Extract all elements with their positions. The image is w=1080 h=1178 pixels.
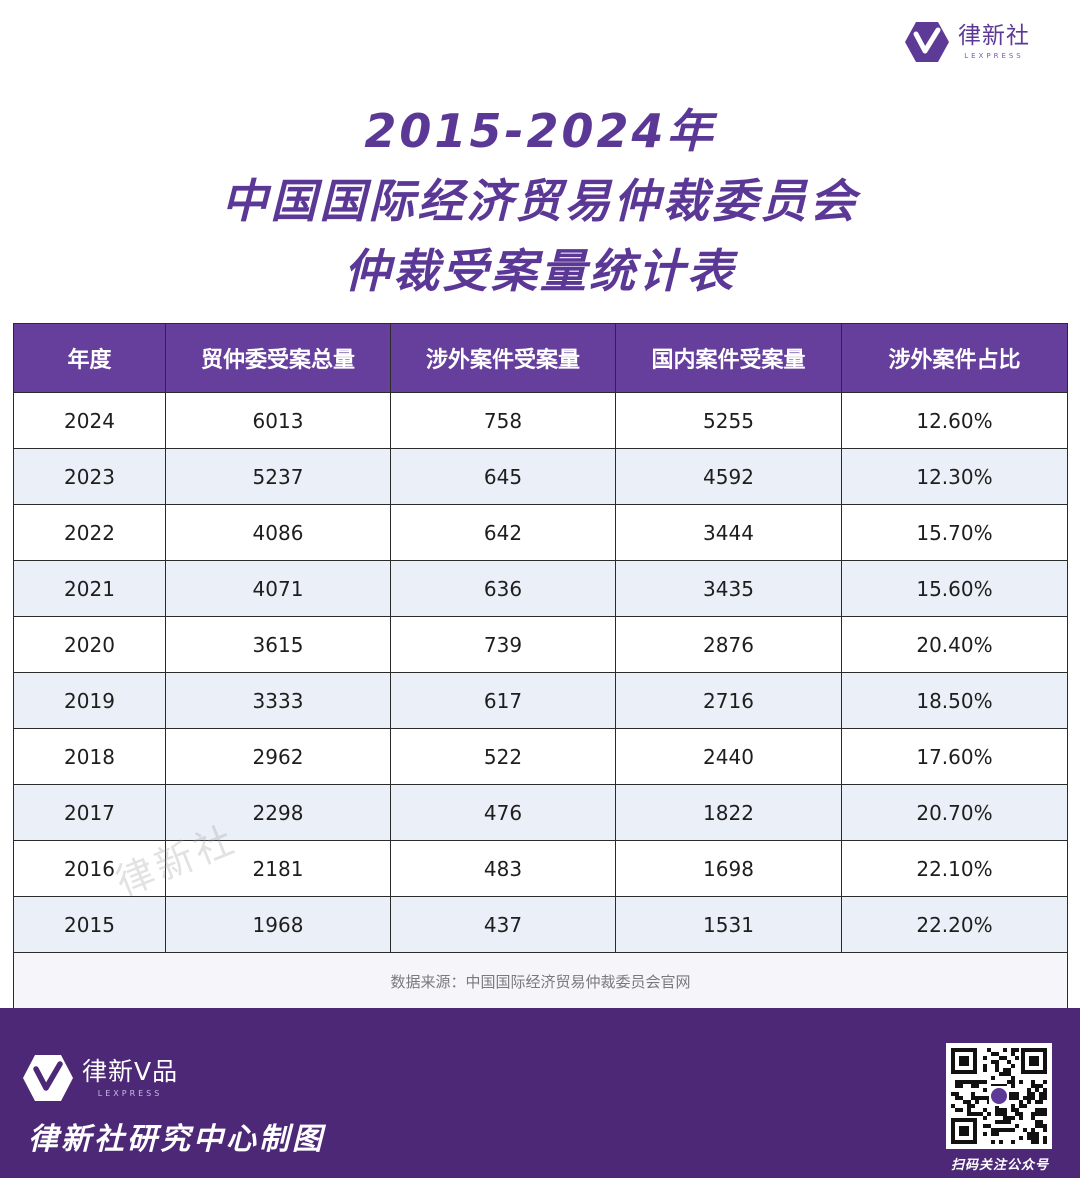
header-logo-cn: 律新社 [958,23,1030,49]
table-cell: 18.50% [841,672,1068,729]
footer-logo: 律新V品 LEXPRESS [22,1053,178,1103]
table-cell: 642 [390,504,616,561]
table-row: 2024 6013 758 5255 12.60% [13,392,1068,449]
table-cell: 2021 [13,560,166,617]
table-row: 2022 4086 642 3444 15.70% [13,504,1068,561]
table-cell: 2440 [615,728,842,785]
table-cell: 483 [390,840,616,897]
lexpress-v-logo-icon [23,1055,73,1101]
column-header: 年度 [13,323,166,393]
table-row: 2018 2962 522 2440 17.60% [13,728,1068,785]
footer-brand-en: LEXPRESS [97,1088,163,1098]
table-row: 2020 3615 739 2876 20.40% [13,616,1068,673]
table-cell: 3333 [165,672,391,729]
table-header-row: 年度 贸仲委受案总量 涉外案件受案量 国内案件受案量 涉外案件占比 [13,323,1068,393]
header-logo: 律新社 LEXPRESS [904,20,1030,64]
table-cell: 2015 [13,896,166,953]
table-cell: 758 [390,392,616,449]
table-cell: 12.30% [841,448,1068,505]
table-cell: 2023 [13,448,166,505]
table-cell: 2181 [165,840,391,897]
qr-code[interactable] [946,1043,1052,1149]
table-cell: 12.60% [841,392,1068,449]
table-cell: 5255 [615,392,842,449]
table-cell: 739 [390,616,616,673]
column-header: 涉外案件占比 [841,323,1068,393]
title-line-3: 仲裁受案量统计表 [344,244,736,298]
table-cell: 3615 [165,616,391,673]
title-line-2: 中国国际经济贸易仲裁委员会 [221,174,859,228]
table-row: 2016 2181 483 1698 22.10% [13,840,1068,897]
table-cell: 2017 [13,784,166,841]
table-row: 2017 2298 476 1822 20.70% [13,784,1068,841]
table-cell: 2716 [615,672,842,729]
table-cell: 2298 [165,784,391,841]
lexpress-logo-icon [905,22,949,62]
table-cell: 1531 [615,896,842,953]
statistics-table: 年度 贸仲委受案总量 涉外案件受案量 国内案件受案量 涉外案件占比 2024 60… [13,323,1068,1010]
table-cell: 20.40% [841,616,1068,673]
table-cell: 4086 [165,504,391,561]
footer: 律新V品 LEXPRESS 律新社研究中心制图 扫码关注公众号 [0,1008,1080,1178]
table-cell: 15.70% [841,504,1068,561]
table-cell: 22.20% [841,896,1068,953]
table-cell: 4592 [615,448,842,505]
table-cell: 1968 [165,896,391,953]
table-row: 2023 5237 645 4592 12.30% [13,448,1068,505]
table-cell: 1698 [615,840,842,897]
source-note: 数据来源：中国国际经济贸易仲裁委员会官网 [13,952,1068,1010]
table-cell: 2962 [165,728,391,785]
table-cell: 3435 [615,560,842,617]
footer-credit: 律新社研究中心制图 [28,1122,325,1157]
column-header: 国内案件受案量 [615,323,842,393]
page-title: 2015-2024年 中国国际经济贸易仲裁委员会 仲裁受案量统计表 [0,96,1080,306]
qr-code-icon [951,1048,1047,1144]
table-cell: 636 [390,560,616,617]
table-cell: 2018 [13,728,166,785]
table-cell: 4071 [165,560,391,617]
table-row: 2015 1968 437 1531 22.20% [13,896,1068,953]
table-cell: 2016 [13,840,166,897]
table-cell: 437 [390,896,616,953]
table-cell: 476 [390,784,616,841]
table-row: 2019 3333 617 2716 18.50% [13,672,1068,729]
table-cell: 2876 [615,616,842,673]
header-logo-en: LEXPRESS [964,52,1024,60]
table-cell: 22.10% [841,840,1068,897]
table-cell: 645 [390,448,616,505]
table-cell: 3444 [615,504,842,561]
table-cell: 1822 [615,784,842,841]
table-cell: 2019 [13,672,166,729]
table-cell: 15.60% [841,560,1068,617]
qr-label: 扫码关注公众号 [950,1158,1049,1173]
table-cell: 17.60% [841,728,1068,785]
table-cell: 522 [390,728,616,785]
table-row: 2021 4071 636 3435 15.60% [13,560,1068,617]
table-cell: 5237 [165,448,391,505]
column-header: 涉外案件受案量 [390,323,616,393]
table-cell: 2022 [13,504,166,561]
title-line-1: 2015-2024年 [364,104,716,158]
table-cell: 2024 [13,392,166,449]
table-cell: 6013 [165,392,391,449]
table-cell: 617 [390,672,616,729]
table-cell: 20.70% [841,784,1068,841]
footer-brand-cn: 律新V品 [82,1056,179,1086]
source-row: 数据来源：中国国际经济贸易仲裁委员会官网 [13,952,1068,1010]
table-cell: 2020 [13,616,166,673]
column-header: 贸仲委受案总量 [165,323,391,393]
